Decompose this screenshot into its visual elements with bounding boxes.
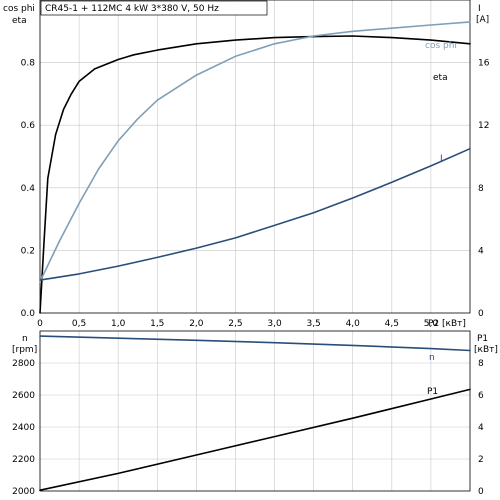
- top-right-tick-labels: 0 4 8 12 16: [478, 59, 490, 319]
- left-tick-label: 2600: [12, 391, 35, 401]
- bottom-right-axis-label-p1: P1: [477, 334, 488, 344]
- series-line-cos-phi: [39, 21, 471, 283]
- right-tick-label: 4: [478, 423, 484, 433]
- series-label-i: I: [440, 154, 443, 164]
- left-tick-label: 0.6: [21, 121, 36, 131]
- x-tick-label: 1,5: [150, 319, 164, 329]
- right-tick-label: 2: [478, 455, 484, 465]
- x-tick-label: 0: [37, 319, 43, 329]
- top-left-axis-label-cosphi: cos phi: [3, 4, 35, 14]
- x-axis-label: P2 [кВт]: [428, 319, 466, 329]
- bottom-series-lines: [39, 335, 471, 492]
- x-tick-label: 4,0: [346, 319, 361, 329]
- left-tick-label: 2000: [12, 487, 35, 497]
- x-tick-label: 4,5: [385, 319, 399, 329]
- bottom-right-tick-labels: 0 2 4 6 8: [478, 359, 484, 497]
- right-tick-label: 6: [478, 391, 484, 401]
- x-tick-label: 5,0: [424, 319, 439, 329]
- top-left-tick-labels: 0.0 0.2 0.4 0.6 0.8: [21, 59, 36, 319]
- series-label-p1: P1: [427, 387, 438, 397]
- top-left-axis-label-eta: eta: [12, 16, 27, 26]
- bottom-chart-grid: [40, 331, 470, 491]
- chart-title-box: [40, 0, 268, 16]
- left-tick-label: 0.2: [21, 246, 35, 256]
- top-right-axis-label-i: I: [478, 4, 481, 14]
- left-tick-label: 2200: [12, 455, 35, 465]
- right-tick-label: 12: [478, 121, 489, 131]
- top-plot-frame: [39, 0, 471, 314]
- left-tick-label: 0.4: [21, 184, 36, 194]
- right-tick-label: 8: [478, 359, 484, 369]
- series-label-eta: eta: [433, 73, 448, 83]
- x-tick-label: 0,5: [72, 319, 86, 329]
- x-tick-label: 2,0: [189, 319, 204, 329]
- left-tick-label: 0.0: [21, 309, 36, 319]
- bottom-left-axis-label-n: n: [22, 334, 28, 344]
- bottom-left-tick-labels: 2000 2200 2400 2600 2800: [12, 359, 35, 497]
- x-tick-label: 1,0: [111, 319, 126, 329]
- x-tick-label: 3,5: [306, 319, 320, 329]
- series-label-cosphi: cos phi: [425, 41, 457, 51]
- x-tick-label: 3,0: [267, 319, 282, 329]
- bottom-right-axis-label-unit: [кВт]: [474, 345, 498, 355]
- right-tick-label: 0: [478, 309, 484, 319]
- top-chart: CR45-1 + 112MC 4 kW 3*380 V, 50 Hz cos p…: [3, 0, 490, 329]
- series-line-eta: [39, 35, 471, 314]
- x-tick-labels: 0 0,5 1,0 1,5 2,0 2,5 3,0 3,5 4,0 4,5 5,0: [37, 319, 438, 329]
- chart-title: CR45-1 + 112MC 4 kW 3*380 V, 50 Hz: [45, 4, 219, 14]
- bottom-left-axis-label-unit: [rpm]: [12, 345, 37, 355]
- x-tick-label: 2,5: [228, 319, 242, 329]
- right-tick-label: 0: [478, 487, 484, 497]
- right-tick-label: 16: [478, 59, 490, 69]
- bottom-plot-frame: [39, 330, 471, 492]
- top-right-axis-label-unit: [A]: [476, 15, 489, 25]
- left-tick-label: 2400: [12, 423, 35, 433]
- top-chart-grid: [40, 0, 470, 313]
- series-label-n: n: [429, 353, 435, 363]
- right-tick-label: 8: [478, 184, 484, 194]
- right-tick-label: 4: [478, 246, 484, 256]
- left-tick-label: 0.8: [21, 59, 36, 69]
- top-series-lines: [39, 21, 471, 314]
- series-line-i: [39, 147, 471, 281]
- series-line-p1: [39, 388, 471, 492]
- series-line-n: [39, 335, 471, 352]
- bottom-chart: n [rpm] P1 [кВт] 2000 2200 2400 2600 2800 0 2…: [12, 330, 498, 497]
- left-tick-label: 2800: [12, 359, 35, 369]
